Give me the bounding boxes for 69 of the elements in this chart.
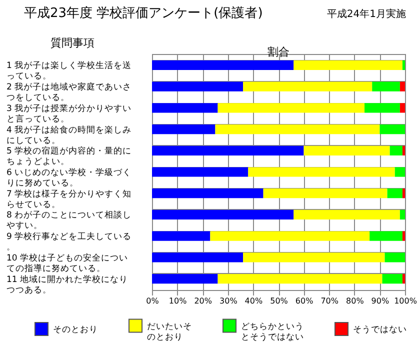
bar	[152, 167, 248, 177]
y-tick-label: 3 我が子は授業が分かりやすいと言っている。	[6, 102, 132, 124]
x-axis-title: 割合	[268, 46, 290, 58]
bar	[218, 103, 365, 113]
bar	[152, 60, 294, 70]
bar	[402, 274, 405, 284]
bar	[263, 188, 388, 198]
y-tick-label: 10 学校は子どもの安全についての指導に努めている。	[6, 252, 128, 274]
x-tick-label: 70%	[320, 296, 339, 306]
chart-subtitle: 平成24年1月実施	[326, 8, 406, 21]
y-tick-label: 8 わが子のことについて相談しやすい。	[6, 210, 132, 232]
bar	[390, 146, 402, 156]
x-tick-label: 80%	[346, 296, 364, 306]
legend-label: どちらかというとそうではない	[241, 322, 304, 342]
y-axis-title: 質問事項	[50, 36, 94, 50]
legend-label: そうではない	[353, 324, 407, 335]
bar	[152, 274, 218, 284]
bar	[380, 124, 405, 134]
x-tick-label: 50%	[270, 296, 288, 306]
y-tick-label: 7 学校は様子を分かりやすく知らせている。	[6, 188, 132, 210]
bar	[294, 60, 402, 70]
x-tick-label: 60%	[295, 296, 314, 306]
y-tick-label: 1 我が子は楽しく学校生活を送っている。	[6, 60, 132, 82]
bar	[152, 82, 244, 92]
bar	[370, 231, 402, 241]
y-tick-label: 5 学校の宿題が内容的・量的にちょうどよい。	[6, 146, 132, 168]
bar	[152, 231, 210, 241]
x-tick-label: 30%	[220, 296, 238, 306]
bar	[294, 210, 400, 220]
bar	[402, 188, 405, 198]
bar	[152, 124, 216, 134]
x-tick-label: 20%	[194, 296, 212, 306]
x-tick-label: 90%	[371, 296, 390, 306]
bar	[218, 274, 382, 284]
y-tick-label: 6 いじめのない学校・学級づくりに努めている。	[6, 167, 132, 188]
bar	[400, 103, 405, 113]
bar	[384, 252, 405, 262]
y-tick-label: 9 学校行事などを工夫している。	[6, 231, 132, 253]
bar	[394, 167, 405, 177]
x-tick-label: 100%	[394, 296, 418, 306]
bar	[382, 274, 402, 284]
bar	[402, 231, 405, 241]
bar	[248, 167, 395, 177]
bar	[387, 188, 402, 198]
bar	[152, 146, 304, 156]
bar	[243, 82, 372, 92]
legend-label: そのとおり	[53, 324, 98, 335]
bar	[210, 231, 370, 241]
bar	[243, 252, 385, 262]
y-tick-label: 2 我が子は地域や家庭であいさつをしている。	[6, 82, 132, 104]
x-tick-label: 0%	[146, 296, 160, 306]
x-tick-label: 40%	[244, 296, 263, 306]
bar	[402, 146, 405, 156]
chart-title: 平成23年度 学校評価アンケート(保護者)	[24, 5, 263, 22]
bar	[152, 210, 294, 220]
legend-label: だいたいそのとおり	[147, 322, 192, 342]
y-tick-label: 4 我が子は給食の時間を楽しみにしている。	[6, 124, 132, 146]
bar	[372, 82, 400, 92]
bar	[400, 210, 405, 220]
bar	[215, 124, 380, 134]
bar	[400, 82, 405, 92]
bar	[152, 103, 218, 113]
bar	[304, 146, 390, 156]
bar	[152, 188, 264, 198]
y-tick-label: 11 地域に開かれた学校になりつつある。	[6, 274, 128, 296]
bar	[402, 60, 405, 70]
bar	[364, 103, 400, 113]
x-tick-label: 10%	[168, 296, 188, 306]
bar	[152, 252, 244, 262]
